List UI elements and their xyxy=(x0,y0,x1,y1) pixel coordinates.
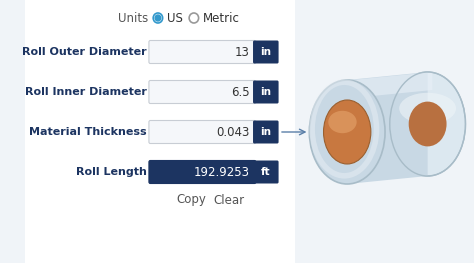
FancyBboxPatch shape xyxy=(149,41,256,63)
Ellipse shape xyxy=(310,80,385,184)
FancyBboxPatch shape xyxy=(253,41,279,63)
Ellipse shape xyxy=(324,100,371,164)
Text: 0.043: 0.043 xyxy=(216,125,250,139)
Circle shape xyxy=(155,15,161,21)
Text: in: in xyxy=(260,47,271,57)
Text: Roll Length: Roll Length xyxy=(76,167,146,177)
Polygon shape xyxy=(347,72,428,184)
Text: US: US xyxy=(167,12,183,24)
FancyBboxPatch shape xyxy=(149,120,256,144)
Text: 6.5: 6.5 xyxy=(231,85,250,99)
Text: Material Thickness: Material Thickness xyxy=(29,127,146,137)
Text: Clear: Clear xyxy=(213,194,245,206)
FancyBboxPatch shape xyxy=(26,0,295,263)
Text: in: in xyxy=(260,127,271,137)
Ellipse shape xyxy=(399,93,456,124)
Text: 13: 13 xyxy=(235,45,250,58)
Circle shape xyxy=(189,13,199,23)
Text: Units: Units xyxy=(118,12,148,24)
Ellipse shape xyxy=(390,72,465,176)
FancyBboxPatch shape xyxy=(253,160,279,184)
Text: ft: ft xyxy=(261,167,271,177)
FancyBboxPatch shape xyxy=(149,80,256,104)
FancyBboxPatch shape xyxy=(253,80,279,104)
FancyBboxPatch shape xyxy=(149,160,256,184)
Polygon shape xyxy=(352,72,432,98)
Circle shape xyxy=(153,13,163,23)
FancyBboxPatch shape xyxy=(253,120,279,144)
Text: Roll Inner Diameter: Roll Inner Diameter xyxy=(25,87,146,97)
Ellipse shape xyxy=(409,102,447,146)
Ellipse shape xyxy=(328,111,356,133)
Text: Metric: Metric xyxy=(203,12,240,24)
Text: 192.9253: 192.9253 xyxy=(194,165,250,179)
Text: in: in xyxy=(260,87,271,97)
Text: Roll Outer Diameter: Roll Outer Diameter xyxy=(22,47,146,57)
Text: Copy: Copy xyxy=(176,194,206,206)
